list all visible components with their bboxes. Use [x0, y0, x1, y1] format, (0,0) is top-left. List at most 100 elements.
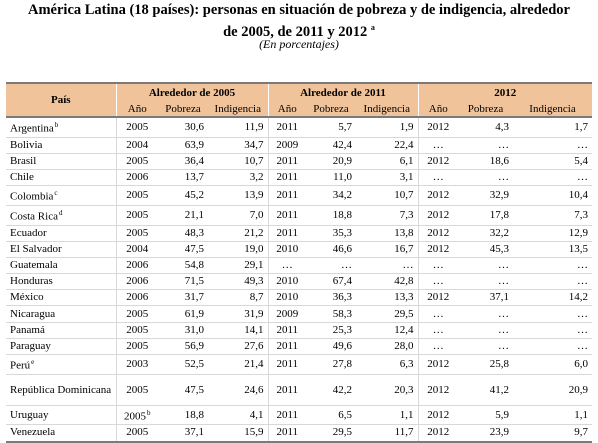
table-body: Argentinab 2005 30,6 11,9 2011 5,7 1,9 2012 4,3 1…	[6, 117, 592, 443]
cell-value: 45,2	[184, 189, 204, 202]
cell-p1: 56,9	[158, 338, 208, 356]
cell-value: …	[432, 259, 444, 271]
cell-i3: 1,7	[513, 117, 592, 138]
cell-value: 13,5	[568, 242, 588, 255]
cell-y2: 2011	[267, 338, 306, 356]
cell-y3: 2012	[417, 205, 458, 226]
cell-i3: 6,0	[513, 354, 592, 375]
cell-i2: …	[356, 257, 418, 275]
cell-i2: 7,3	[356, 205, 418, 226]
poverty-table: País Alrededor de 2005 Alrededor de 2011…	[6, 82, 592, 443]
cell-y3: …	[417, 338, 458, 356]
footnote-marker: c	[54, 189, 58, 198]
cell-p2: 5,7	[306, 117, 356, 138]
cell-value: 54,8	[184, 259, 204, 271]
cell-value: 24,6	[244, 383, 264, 396]
cell-p3: 37,1	[458, 289, 513, 307]
cell-y2: 2010	[267, 241, 306, 258]
table-row: Brasil 2005 36,4 10,7 2011 20,9 6,1 2012 18,6 5,4	[6, 153, 592, 171]
cell-value: 2003	[126, 357, 149, 370]
cell-value: …	[432, 138, 444, 151]
cell-value: 2009	[276, 307, 299, 320]
cell-value: 18,8	[184, 408, 204, 421]
cell-value: …	[577, 323, 588, 336]
cell-i3: 7,3	[513, 205, 592, 226]
cell-value: 2011	[276, 120, 299, 133]
cell-i2: 1,1	[356, 405, 418, 426]
cell-y2: 2011	[267, 354, 306, 375]
cell-value: 2004	[126, 242, 149, 255]
cell-p2: 42,4	[306, 137, 356, 154]
cell-y3: 2012	[417, 289, 458, 307]
cell-country: República Dominicana	[6, 374, 116, 406]
cell-value: 2011	[276, 357, 299, 370]
cell-y2: 2010	[267, 273, 306, 291]
cell-value: 2005	[126, 426, 149, 439]
cell-y3: …	[417, 273, 458, 291]
cell-y2: …	[267, 257, 306, 275]
country-name: Panamá	[10, 323, 45, 336]
cell-i1: 3,2	[208, 169, 268, 187]
header-year: Año	[417, 101, 458, 118]
cell-value: 2010	[276, 242, 299, 255]
cell-value: …	[498, 259, 509, 271]
cell-i1: 8,7	[208, 289, 268, 307]
cell-value: 11,0	[333, 171, 352, 184]
cell-value: 29,5	[394, 307, 414, 320]
header-group-2005: Alrededor de 2005	[115, 82, 268, 101]
cell-i2: 12,4	[356, 322, 418, 339]
title-line-2-text: de 2005, de 2011 y 2012	[223, 23, 368, 40]
cell-value: 41,2	[489, 383, 509, 396]
cell-i2: 6,1	[356, 153, 418, 171]
cell-country: México	[6, 289, 116, 307]
cell-value: 14,2	[568, 291, 588, 304]
cell-y1: 2005	[115, 338, 158, 356]
cell-value: 1,1	[574, 408, 588, 421]
cell-value: 42,8	[394, 275, 414, 288]
cell-i2: 3,1	[356, 169, 418, 187]
cell-p2: 49,6	[306, 338, 356, 356]
cell-value: 2011	[276, 208, 299, 221]
cell-p1: 54,8	[158, 257, 208, 275]
cell-value: 67,4	[332, 275, 352, 288]
cell-value: 5,7	[338, 120, 352, 133]
cell-i2: 13,8	[356, 225, 418, 242]
cell-i1: 24,6	[208, 374, 268, 406]
country-name: Perú	[10, 359, 31, 372]
cell-value: …	[577, 307, 588, 320]
cell-p3: …	[458, 338, 513, 356]
cell-i3: 12,9	[513, 225, 592, 242]
country-name: Honduras	[10, 275, 53, 288]
cell-i2: 28,0	[356, 338, 418, 356]
cell-value: …	[432, 307, 444, 320]
table-row: Guatemala 2006 54,8 29,1………………	[6, 257, 592, 275]
cell-i3: …	[513, 273, 592, 291]
cell-value: 2012	[427, 408, 450, 421]
cell-value: 22,4	[394, 138, 414, 151]
cell-value: 20,9	[332, 154, 352, 167]
cell-value: 19,0	[244, 242, 264, 255]
cell-p3: 45,3	[458, 241, 513, 258]
cell-i1: 4,1	[208, 405, 268, 426]
table-row: Honduras 2006 71,5 49,3 2010 67,4 42,8………	[6, 273, 592, 291]
cell-p2: 46,6	[306, 241, 356, 258]
cell-value: 6,0	[574, 357, 588, 370]
cell-p3: 18,6	[458, 153, 513, 171]
cell-y3: 2012	[417, 424, 458, 443]
cell-p1: 18,8	[158, 405, 208, 426]
cell-value: 2005	[126, 383, 149, 396]
country-name: República Dominicana	[10, 383, 112, 396]
table-row: Perúe 2003 52,5 21,4 2011 27,8 6,3 2012 25,8 6,0	[6, 354, 592, 375]
cell-i3: 1,1	[513, 405, 592, 426]
cell-i3: …	[513, 322, 592, 339]
cell-p1: 63,9	[158, 137, 208, 154]
cell-value: 2005	[126, 208, 149, 221]
cell-value: 5,4	[574, 154, 588, 167]
cell-value: 15,9	[244, 426, 264, 439]
header-indigence: Indigencia	[513, 101, 592, 118]
cell-p1: 61,9	[158, 305, 208, 323]
cell-y2: 2011	[267, 185, 306, 206]
cell-value: 56,9	[184, 339, 204, 352]
cell-y1: 2004	[115, 241, 158, 258]
cell-value: 49,6	[332, 339, 352, 352]
